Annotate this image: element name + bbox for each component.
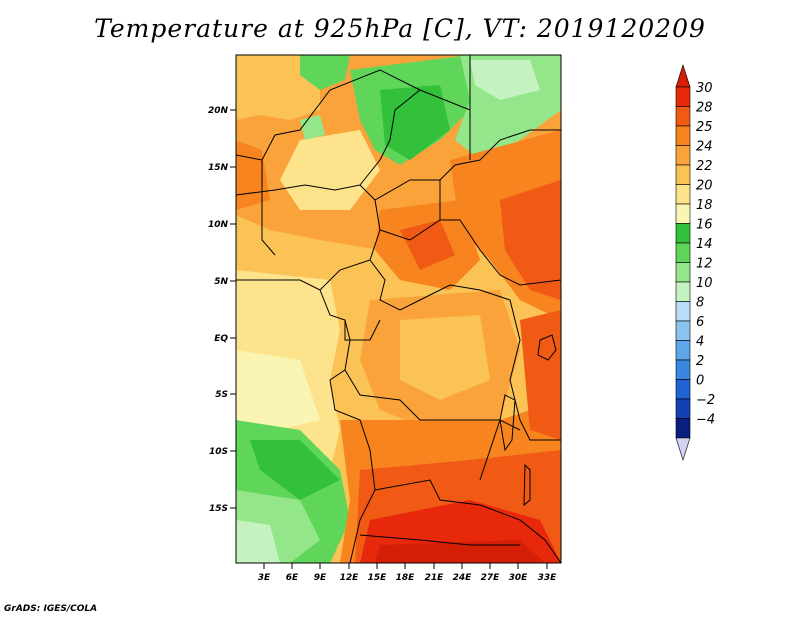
colorbar-top-arrow bbox=[675, 64, 691, 88]
colorbar-swatch bbox=[675, 145, 691, 166]
colorbar-label: 20 bbox=[696, 179, 713, 194]
lon-label: 24E bbox=[453, 573, 473, 583]
colorbar-swatch bbox=[675, 301, 691, 322]
colorbar-swatch bbox=[675, 340, 691, 361]
colorbar-swatch bbox=[675, 106, 691, 127]
colorbar-label: 22 bbox=[696, 159, 713, 174]
lat-label: 5S bbox=[215, 390, 228, 400]
colorbar-swatch bbox=[675, 359, 691, 380]
colorbar-swatch bbox=[675, 418, 691, 439]
colorbar-swatch bbox=[675, 184, 691, 205]
lat-label: EQ bbox=[214, 334, 228, 344]
colorbar-swatch bbox=[675, 223, 691, 244]
lon-label: 27E bbox=[481, 573, 501, 583]
colorbar-label: 2 bbox=[696, 354, 704, 369]
colorbar-label: 16 bbox=[696, 218, 713, 233]
colorbar-label: 24 bbox=[696, 140, 713, 155]
colorbar-label: 28 bbox=[696, 101, 713, 116]
lon-label: 18E bbox=[396, 573, 416, 583]
colorbar-label: 8 bbox=[696, 296, 704, 311]
longitude-axis bbox=[263, 563, 548, 569]
colorbar-label: −2 bbox=[696, 393, 715, 408]
colorbar-label: 4 bbox=[696, 335, 704, 350]
lon-label: 33E bbox=[538, 573, 558, 583]
lat-label: 10N bbox=[208, 220, 229, 230]
colorbar-label: −4 bbox=[696, 413, 715, 428]
colorbar-swatch bbox=[675, 398, 691, 419]
lon-label: 6E bbox=[286, 573, 299, 583]
colorbar-label: 25 bbox=[696, 120, 713, 135]
lon-label: 15E bbox=[368, 573, 388, 583]
latitude-axis bbox=[230, 109, 236, 509]
colorbar-label: 30 bbox=[696, 81, 713, 96]
lon-label: 30E bbox=[509, 573, 529, 583]
country-borders bbox=[236, 55, 561, 563]
colorbar-label: 12 bbox=[696, 257, 713, 272]
colorbar-swatch bbox=[675, 281, 691, 302]
lat-label: 20N bbox=[208, 106, 229, 116]
map-frame-border bbox=[235, 54, 562, 564]
colorbar-swatch bbox=[675, 164, 691, 185]
lon-label: 12E bbox=[340, 573, 360, 583]
colorbar-label: 0 bbox=[696, 374, 704, 389]
colorbar-swatch bbox=[675, 242, 691, 263]
colorbar-swatch bbox=[675, 203, 691, 224]
lake-outlines bbox=[499, 334, 557, 507]
grads-credit: GrADS: IGES/COLA bbox=[4, 604, 98, 614]
longitude-labels: 3E 6E 9E 12E 15E 18E 21E 24E 27E 30E 33E bbox=[258, 573, 557, 583]
lat-label: 5N bbox=[214, 277, 228, 287]
colorbar-swatch bbox=[675, 262, 691, 283]
latitude-labels: 20N 15N 10N 5N EQ 5S 10S 15S bbox=[208, 106, 229, 514]
colorbar-swatch bbox=[675, 320, 691, 341]
colorbar-swatch bbox=[675, 379, 691, 400]
colorbar-label: 14 bbox=[696, 237, 713, 252]
lat-label: 10S bbox=[209, 447, 228, 457]
colorbar-label: 10 bbox=[696, 276, 713, 291]
colorbar-label: 6 bbox=[696, 315, 704, 330]
lon-label: 3E bbox=[258, 573, 271, 583]
colorbar-label: 18 bbox=[696, 198, 713, 213]
lon-label: 9E bbox=[314, 573, 327, 583]
colorbar-bottom-arrow bbox=[675, 437, 691, 461]
colorbar-swatch bbox=[675, 86, 691, 107]
lat-label: 15S bbox=[209, 504, 228, 514]
lon-label: 21E bbox=[425, 573, 445, 583]
chart-title: Temperature at 925hPa [C], VT: 201912020… bbox=[94, 14, 706, 43]
lat-label: 15N bbox=[208, 163, 229, 173]
colorbar-swatch bbox=[675, 125, 691, 146]
